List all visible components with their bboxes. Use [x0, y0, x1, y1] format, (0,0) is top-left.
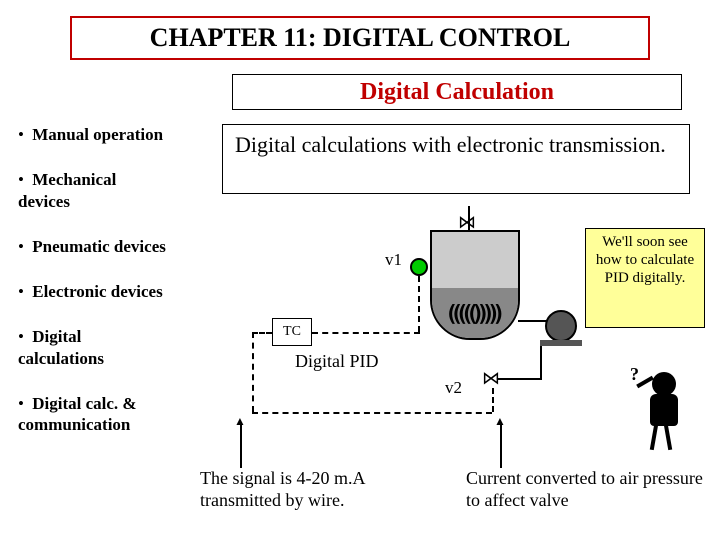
- pid-label: Digital PID: [295, 352, 379, 372]
- sidebar: • Manual operation • Mechanical devices …: [18, 124, 168, 459]
- thinking-person-icon: ?: [632, 372, 702, 456]
- sidebar-item: • Manual operation: [18, 124, 168, 145]
- pipe: [518, 320, 548, 322]
- v2-label: v2: [445, 378, 462, 398]
- sidebar-item: • Digital calc. & communication: [18, 393, 168, 436]
- sidebar-item: • Digital calculations: [18, 326, 168, 369]
- subtitle-text: Digital calculations with electronic tra…: [235, 132, 666, 157]
- signal-line: [252, 332, 272, 334]
- sidebar-item: • Pneumatic devices: [18, 236, 168, 257]
- process-diagram: ⋈ v1 ((((())))) TC Digital PID v2 ⋈ ▲ ▲: [200, 210, 700, 510]
- footer-right-text: Current converted to air pressure to aff…: [466, 468, 710, 511]
- section-title-box: Digital Calculation: [232, 74, 682, 110]
- arrow-head: ▲: [494, 414, 506, 429]
- tc-controller: TC: [272, 318, 312, 346]
- arrow-head: ▲: [234, 414, 246, 429]
- signal-line: [252, 412, 492, 414]
- heating-coil-icon: ((((())))): [445, 302, 497, 327]
- section-title: Digital Calculation: [360, 79, 554, 106]
- signal-line: [492, 388, 494, 412]
- footer-left-text: The signal is 4-20 m.A transmitted by wi…: [200, 468, 440, 511]
- chapter-title-box: CHAPTER 11: DIGITAL CONTROL: [70, 16, 650, 60]
- subtitle-box: Digital calculations with electronic tra…: [222, 124, 690, 194]
- signal-line: [252, 332, 254, 412]
- sidebar-item: • Mechanical devices: [18, 169, 168, 212]
- v1-label: v1: [385, 250, 402, 270]
- sensor-icon: [410, 258, 428, 276]
- signal-line: [418, 276, 420, 332]
- pipe: [540, 342, 542, 380]
- signal-line: [312, 332, 420, 334]
- pipe: [498, 378, 542, 380]
- pump-icon: [545, 310, 577, 342]
- pump-base: [540, 340, 582, 346]
- chapter-title: CHAPTER 11: DIGITAL CONTROL: [150, 23, 571, 53]
- sidebar-item: • Electronic devices: [18, 281, 168, 302]
